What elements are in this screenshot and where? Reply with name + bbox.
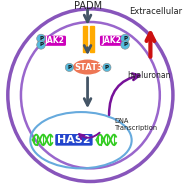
Circle shape bbox=[37, 41, 45, 49]
Text: JAK2: JAK2 bbox=[101, 36, 121, 45]
Bar bbox=[90, 26, 94, 52]
FancyArrowPatch shape bbox=[79, 133, 100, 139]
FancyBboxPatch shape bbox=[100, 36, 123, 46]
Ellipse shape bbox=[73, 60, 102, 74]
Text: HAS2: HAS2 bbox=[57, 135, 91, 145]
Circle shape bbox=[121, 34, 129, 43]
Circle shape bbox=[37, 34, 45, 43]
Text: P: P bbox=[123, 42, 127, 47]
Circle shape bbox=[121, 41, 129, 49]
FancyBboxPatch shape bbox=[43, 36, 66, 46]
Text: P: P bbox=[105, 65, 109, 70]
Text: P: P bbox=[39, 42, 43, 47]
Text: P: P bbox=[39, 36, 43, 41]
Text: P: P bbox=[67, 65, 71, 70]
Text: hyaluronan: hyaluronan bbox=[127, 71, 170, 80]
FancyBboxPatch shape bbox=[55, 134, 93, 146]
Bar bbox=[83, 26, 87, 52]
Text: JAK2: JAK2 bbox=[45, 36, 65, 45]
Text: P: P bbox=[123, 36, 127, 41]
FancyArrowPatch shape bbox=[109, 74, 139, 115]
Text: PADM: PADM bbox=[74, 1, 103, 11]
Circle shape bbox=[65, 63, 74, 72]
Text: Extracellular: Extracellular bbox=[129, 7, 183, 16]
Text: STAT3: STAT3 bbox=[74, 63, 103, 71]
Text: DNA
Transcription: DNA Transcription bbox=[115, 118, 158, 131]
Circle shape bbox=[103, 63, 111, 72]
